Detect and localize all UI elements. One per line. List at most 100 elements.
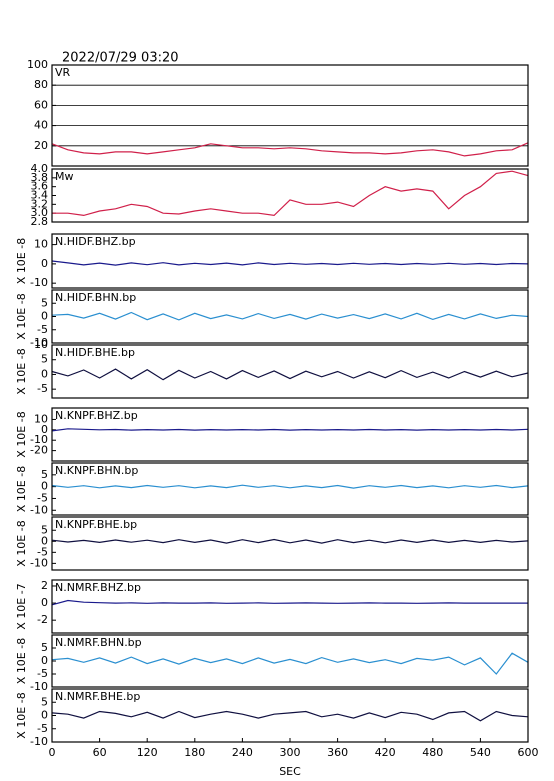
y-tick-label: -5 <box>37 323 48 336</box>
y-tick-label: -5 <box>37 491 48 504</box>
y-tick-label: -5 <box>37 722 48 735</box>
x-tick-label: 420 <box>375 746 396 759</box>
y-axis-label: X 10E -8 <box>15 293 28 339</box>
y-tick-label: -5 <box>37 545 48 558</box>
data-line <box>51 428 529 432</box>
y-axis-label: X 10E -8 <box>15 466 28 512</box>
panel-frame <box>51 579 529 634</box>
panel-label: N.HIDF.BHN.bp <box>55 291 136 304</box>
y-tick-label: 0 <box>41 310 48 323</box>
x-tick-label: 360 <box>327 746 348 759</box>
data-line <box>51 311 529 321</box>
y-tick-label: 3.8 <box>31 171 49 184</box>
panel-label: VR <box>55 66 71 79</box>
y-tick-label: 100 <box>27 58 48 71</box>
y-tick-label: -20 <box>30 444 48 457</box>
y-axis-label: X 10E -8 <box>15 692 28 738</box>
y-tick-label: 3.6 <box>31 180 49 193</box>
y-axis-label: X 10E -8 <box>15 348 28 394</box>
y-tick-label: 0 <box>41 367 48 380</box>
y-tick-label: -10 <box>30 276 48 289</box>
y-tick-label: 80 <box>34 78 48 91</box>
data-line <box>52 170 529 217</box>
data-line <box>51 710 529 722</box>
panel-frame <box>51 64 529 167</box>
panel-frame <box>51 634 529 688</box>
y-tick-label: -10 <box>30 735 48 748</box>
data-line <box>51 652 529 675</box>
x-tick-label: 120 <box>137 746 158 759</box>
y-axis-label: X 10E -7 <box>15 583 28 629</box>
panel-frame <box>51 407 529 462</box>
y-tick-label: 0 <box>41 534 48 547</box>
y-tick-label: 2.8 <box>31 215 49 228</box>
panel-label: N.KNPF.BHE.bp <box>55 518 137 531</box>
y-tick-label: 3.4 <box>31 189 49 202</box>
y-tick-label: 0 <box>41 257 48 270</box>
y-tick-label: -10 <box>30 503 48 516</box>
y-tick-label: 3.0 <box>31 206 49 219</box>
x-tick-label: 240 <box>232 746 253 759</box>
y-tick-label: 0 <box>41 596 48 609</box>
y-tick-label: -5 <box>37 667 48 680</box>
y-tick-label: 5 <box>41 353 48 366</box>
panel-label: N.KNPF.BHN.bp <box>55 464 138 477</box>
chart-title: 2022/07/29 03:20 <box>62 51 179 66</box>
x-tick-label: 480 <box>422 746 443 759</box>
panel-label: N.HIDF.BHZ.bp <box>55 235 136 248</box>
y-tick-label: -10 <box>30 336 48 349</box>
y-tick-label: -10 <box>30 680 48 693</box>
y-axis-label: X 10E -8 <box>15 411 28 457</box>
y-tick-label: 10 <box>34 338 48 351</box>
x-tick-label: 0 <box>49 746 56 759</box>
panel-frame <box>51 289 529 344</box>
y-axis-label: X 10E -8 <box>15 638 28 684</box>
y-tick-label: 60 <box>34 98 48 111</box>
x-tick-label: 180 <box>184 746 205 759</box>
data-line <box>51 260 529 266</box>
panel-frame <box>51 462 529 516</box>
y-tick-label: 3.2 <box>31 197 49 210</box>
panel-label: N.KNPF.BHZ.bp <box>55 409 138 422</box>
panel-label: N.NMRF.BHN.bp <box>55 636 142 649</box>
data-line <box>51 368 529 381</box>
y-tick-label: -2 <box>37 613 48 626</box>
y-tick-label: 5 <box>41 695 48 708</box>
y-tick-label: 0 <box>41 423 48 436</box>
y-tick-label: -5 <box>37 382 48 395</box>
panel-frame <box>51 516 529 571</box>
panel-label: Mw <box>55 170 74 183</box>
data-line <box>51 538 529 544</box>
data-line <box>51 599 528 606</box>
y-tick-label: -10 <box>30 433 48 446</box>
y-tick-label: 10 <box>34 412 48 425</box>
y-tick-label: 10 <box>34 238 48 251</box>
data-line <box>51 484 529 489</box>
y-tick-label: 40 <box>34 119 48 132</box>
x-tick-label: 60 <box>93 746 107 759</box>
panel-label: N.NMRF.BHE.bp <box>55 690 140 703</box>
x-tick-label: 540 <box>470 746 491 759</box>
y-tick-label: -10 <box>30 556 48 569</box>
y-tick-label: 0 <box>41 709 48 722</box>
y-tick-label: 5 <box>41 523 48 536</box>
data-line <box>51 142 529 157</box>
x-axis-label: SEC <box>279 765 301 778</box>
y-axis-label: X 10E -8 <box>15 238 28 284</box>
x-tick-label: 600 <box>518 746 539 759</box>
y-tick-label: 0 <box>41 654 48 667</box>
panel-label: N.NMRF.BHZ.bp <box>55 581 141 594</box>
panel-frame <box>51 168 529 223</box>
y-tick-label: 5 <box>41 296 48 309</box>
x-tick-label: 300 <box>280 746 301 759</box>
panel-frame <box>51 233 529 289</box>
panel-label: N.HIDF.BHE.bp <box>55 346 135 359</box>
y-tick-label: 5 <box>41 641 48 654</box>
y-tick-label: 4.0 <box>31 162 49 175</box>
y-tick-label: 5 <box>41 468 48 481</box>
y-tick-label: 2 <box>41 579 48 592</box>
y-axis-label: X 10E -8 <box>15 520 28 566</box>
y-tick-label: 20 <box>34 139 48 152</box>
panel-frame <box>51 344 529 399</box>
